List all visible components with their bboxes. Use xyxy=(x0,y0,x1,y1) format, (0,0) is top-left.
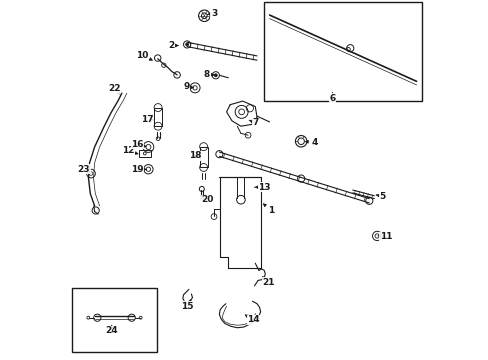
Bar xyxy=(199,147,207,167)
Text: 14: 14 xyxy=(244,315,259,324)
Text: 21: 21 xyxy=(262,277,275,287)
Circle shape xyxy=(214,74,217,77)
Text: 19: 19 xyxy=(130,166,146,175)
Circle shape xyxy=(143,152,146,155)
Text: 18: 18 xyxy=(188,151,201,160)
Text: 22: 22 xyxy=(108,84,121,94)
Text: 7: 7 xyxy=(248,118,258,127)
Text: 3: 3 xyxy=(207,9,217,18)
Text: 4: 4 xyxy=(305,138,317,147)
Text: 8: 8 xyxy=(203,70,214,79)
Bar xyxy=(264,3,421,101)
Bar xyxy=(72,288,156,352)
Text: 9: 9 xyxy=(183,82,193,91)
Text: 20: 20 xyxy=(201,195,214,204)
Text: 2: 2 xyxy=(167,41,178,50)
Text: 16: 16 xyxy=(131,140,146,149)
Text: 10: 10 xyxy=(136,51,152,60)
Bar xyxy=(139,150,151,157)
Circle shape xyxy=(185,43,188,46)
Text: 11: 11 xyxy=(377,232,391,241)
Text: 24: 24 xyxy=(105,325,118,335)
Text: 13: 13 xyxy=(254,183,270,192)
Text: 23: 23 xyxy=(78,165,90,174)
Text: 1: 1 xyxy=(263,204,274,215)
Text: 15: 15 xyxy=(181,300,193,311)
Text: 17: 17 xyxy=(141,115,154,124)
Text: 5: 5 xyxy=(375,192,385,201)
Text: 12: 12 xyxy=(122,146,138,155)
Text: 6: 6 xyxy=(328,93,335,103)
Bar xyxy=(154,108,162,126)
